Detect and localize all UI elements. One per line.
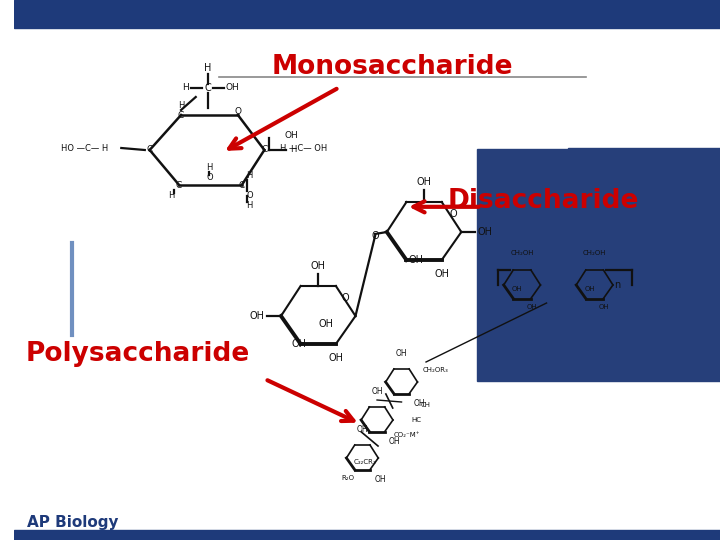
Bar [568,148,720,254]
Text: OH: OH [409,255,424,265]
Text: C: C [178,111,184,119]
Text: OH: OH [434,269,449,279]
Bar [14,530,720,540]
Text: H: H [178,102,184,111]
Text: HO —C— H: HO —C— H [61,144,109,152]
Text: O: O [372,231,379,241]
Text: OH: OH [328,353,343,363]
Text: C: C [204,83,211,93]
Text: H: H [168,192,174,200]
Text: OH: OH [512,286,523,292]
Text: H: H [291,145,297,154]
Text: OH: OH [396,349,408,359]
Text: CH₂OH: CH₂OH [510,250,534,256]
Text: OH: OH [372,388,383,396]
Text: C: C [147,145,153,154]
Text: O: O [246,192,253,200]
Text: OH: OH [585,286,595,292]
Text: H: H [246,172,253,180]
Text: CH: CH [421,402,431,408]
Text: O: O [206,173,213,183]
Text: OH: OH [477,227,492,237]
Text: O: O [342,293,349,303]
Text: OH: OH [374,476,386,484]
Text: Polysaccharide: Polysaccharide [26,341,250,367]
Text: OH: OH [526,304,537,310]
Text: O: O [235,107,241,117]
Text: OH: OH [417,177,431,187]
Text: Monosaccharide: Monosaccharide [271,55,513,80]
Text: Disaccharide: Disaccharide [448,188,639,214]
Text: HC: HC [411,417,421,423]
Text: OH: OH [413,400,425,408]
Text: C: C [261,145,267,154]
Bar [477,148,720,381]
Text: OH: OH [318,319,333,329]
Text: OH: OH [285,132,299,140]
Text: CH₂OR₃: CH₂OR₃ [423,367,449,373]
Text: OH: OH [389,437,400,447]
Text: R₂O: R₂O [341,475,354,481]
Text: C: C [176,180,182,190]
Text: n: n [614,280,620,290]
Text: H: H [183,84,189,92]
Text: H: H [204,63,211,73]
Text: CH₂OH: CH₂OH [582,250,606,256]
Text: H: H [246,201,253,211]
Text: O: O [450,209,457,219]
Text: OH: OH [225,84,239,92]
Text: C: C [239,180,245,190]
Text: OH: OH [250,311,265,321]
Text: C₃₂CR₃: C₃₂CR₃ [354,459,377,465]
Text: AP Biology: AP Biology [27,515,119,530]
Text: H: H [207,164,212,172]
Text: OH: OH [599,304,610,310]
Bar [14,0,720,28]
Text: OH: OH [356,426,368,435]
Text: OH: OH [311,261,325,271]
Text: H —C— OH: H —C— OH [280,144,327,152]
Text: CO₂⁻M⁺: CO₂⁻M⁺ [393,432,420,438]
Text: OH: OH [291,339,306,349]
